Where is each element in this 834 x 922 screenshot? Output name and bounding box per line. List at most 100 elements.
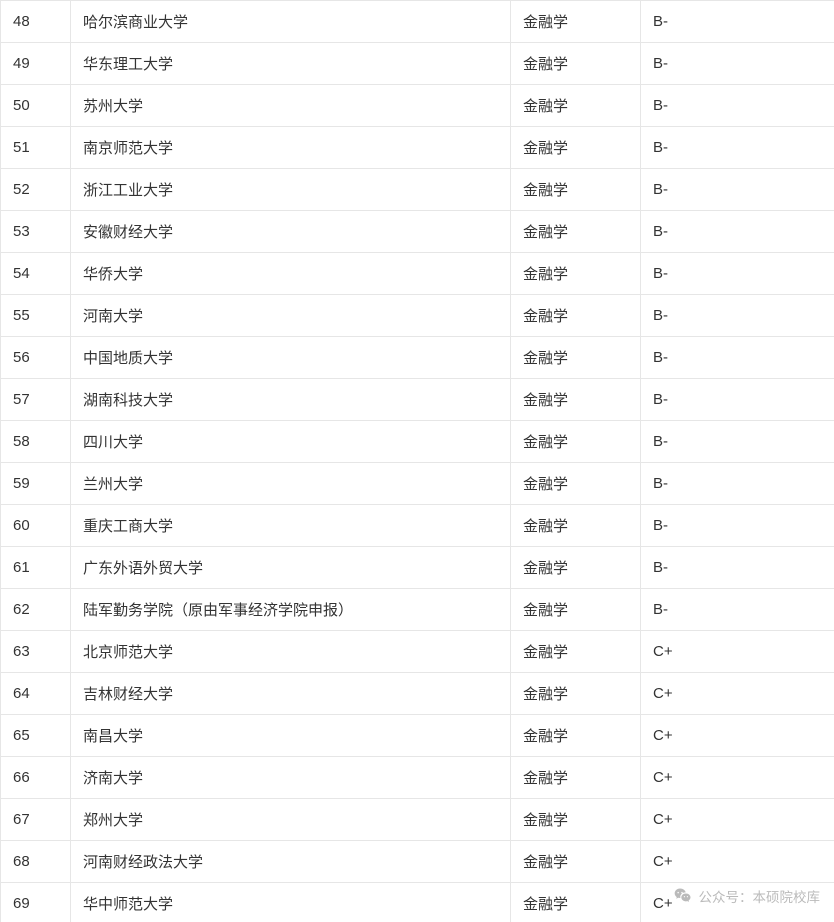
grade-cell: B-	[641, 253, 834, 295]
table-row: 53安徽财经大学金融学B-	[1, 211, 834, 253]
table-row: 69华中师范大学金融学C+	[1, 883, 834, 922]
subject-cell: 金融学	[511, 1, 641, 43]
grade-cell: B-	[641, 337, 834, 379]
grade-cell: B-	[641, 211, 834, 253]
university-cell: 哈尔滨商业大学	[71, 1, 511, 43]
grade-cell: B-	[641, 169, 834, 211]
rank-cell: 52	[1, 169, 71, 211]
grade-cell: B-	[641, 379, 834, 421]
rank-cell: 65	[1, 715, 71, 757]
grade-cell: B-	[641, 421, 834, 463]
university-cell: 重庆工商大学	[71, 505, 511, 547]
table-row: 48哈尔滨商业大学金融学B-	[1, 1, 834, 43]
rank-cell: 69	[1, 883, 71, 922]
grade-cell: C+	[641, 673, 834, 715]
university-cell: 陆军勤务学院（原由军事经济学院申报）	[71, 589, 511, 631]
grade-cell: B-	[641, 295, 834, 337]
university-cell: 华东理工大学	[71, 43, 511, 85]
table-row: 56中国地质大学金融学B-	[1, 337, 834, 379]
rank-cell: 59	[1, 463, 71, 505]
subject-cell: 金融学	[511, 799, 641, 841]
table-row: 54华侨大学金融学B-	[1, 253, 834, 295]
ranking-table: 48哈尔滨商业大学金融学B-49华东理工大学金融学B-50苏州大学金融学B-51…	[0, 0, 834, 922]
table-row: 62陆军勤务学院（原由军事经济学院申报）金融学B-	[1, 589, 834, 631]
rank-cell: 61	[1, 547, 71, 589]
subject-cell: 金融学	[511, 85, 641, 127]
grade-cell: B-	[641, 505, 834, 547]
subject-cell: 金融学	[511, 631, 641, 673]
rank-cell: 68	[1, 841, 71, 883]
rank-cell: 48	[1, 1, 71, 43]
grade-cell: C+	[641, 757, 834, 799]
university-cell: 河南大学	[71, 295, 511, 337]
university-cell: 华侨大学	[71, 253, 511, 295]
subject-cell: 金融学	[511, 169, 641, 211]
grade-cell: C+	[641, 799, 834, 841]
rank-cell: 63	[1, 631, 71, 673]
rank-cell: 51	[1, 127, 71, 169]
subject-cell: 金融学	[511, 253, 641, 295]
subject-cell: 金融学	[511, 211, 641, 253]
grade-cell: B-	[641, 547, 834, 589]
table-row: 63北京师范大学金融学C+	[1, 631, 834, 673]
table-row: 58四川大学金融学B-	[1, 421, 834, 463]
subject-cell: 金融学	[511, 841, 641, 883]
university-cell: 济南大学	[71, 757, 511, 799]
rank-cell: 57	[1, 379, 71, 421]
university-cell: 四川大学	[71, 421, 511, 463]
table-row: 52浙江工业大学金融学B-	[1, 169, 834, 211]
university-cell: 华中师范大学	[71, 883, 511, 922]
rank-cell: 58	[1, 421, 71, 463]
university-cell: 中国地质大学	[71, 337, 511, 379]
table-row: 64吉林财经大学金融学C+	[1, 673, 834, 715]
subject-cell: 金融学	[511, 43, 641, 85]
table-row: 49华东理工大学金融学B-	[1, 43, 834, 85]
table-row: 50苏州大学金融学B-	[1, 85, 834, 127]
rank-cell: 56	[1, 337, 71, 379]
grade-cell: B-	[641, 589, 834, 631]
university-cell: 苏州大学	[71, 85, 511, 127]
subject-cell: 金融学	[511, 421, 641, 463]
subject-cell: 金融学	[511, 463, 641, 505]
university-cell: 兰州大学	[71, 463, 511, 505]
university-cell: 北京师范大学	[71, 631, 511, 673]
rank-cell: 62	[1, 589, 71, 631]
subject-cell: 金融学	[511, 757, 641, 799]
grade-cell: B-	[641, 127, 834, 169]
university-cell: 南京师范大学	[71, 127, 511, 169]
table-row: 55河南大学金融学B-	[1, 295, 834, 337]
university-cell: 南昌大学	[71, 715, 511, 757]
subject-cell: 金融学	[511, 127, 641, 169]
table-row: 51南京师范大学金融学B-	[1, 127, 834, 169]
table-row: 59兰州大学金融学B-	[1, 463, 834, 505]
grade-cell: B-	[641, 1, 834, 43]
table-row: 66济南大学金融学C+	[1, 757, 834, 799]
subject-cell: 金融学	[511, 337, 641, 379]
rank-cell: 49	[1, 43, 71, 85]
subject-cell: 金融学	[511, 295, 641, 337]
grade-cell: B-	[641, 85, 834, 127]
university-cell: 郑州大学	[71, 799, 511, 841]
rank-cell: 55	[1, 295, 71, 337]
university-cell: 河南财经政法大学	[71, 841, 511, 883]
university-cell: 安徽财经大学	[71, 211, 511, 253]
table-row: 68河南财经政法大学金融学C+	[1, 841, 834, 883]
grade-cell: C+	[641, 841, 834, 883]
grade-cell: C+	[641, 883, 834, 922]
rank-cell: 53	[1, 211, 71, 253]
subject-cell: 金融学	[511, 715, 641, 757]
university-cell: 广东外语外贸大学	[71, 547, 511, 589]
rank-cell: 54	[1, 253, 71, 295]
rank-cell: 67	[1, 799, 71, 841]
table-row: 57湖南科技大学金融学B-	[1, 379, 834, 421]
rank-cell: 50	[1, 85, 71, 127]
university-cell: 吉林财经大学	[71, 673, 511, 715]
subject-cell: 金融学	[511, 673, 641, 715]
grade-cell: B-	[641, 463, 834, 505]
subject-cell: 金融学	[511, 589, 641, 631]
university-cell: 浙江工业大学	[71, 169, 511, 211]
rank-cell: 60	[1, 505, 71, 547]
subject-cell: 金融学	[511, 547, 641, 589]
subject-cell: 金融学	[511, 505, 641, 547]
table-row: 61广东外语外贸大学金融学B-	[1, 547, 834, 589]
